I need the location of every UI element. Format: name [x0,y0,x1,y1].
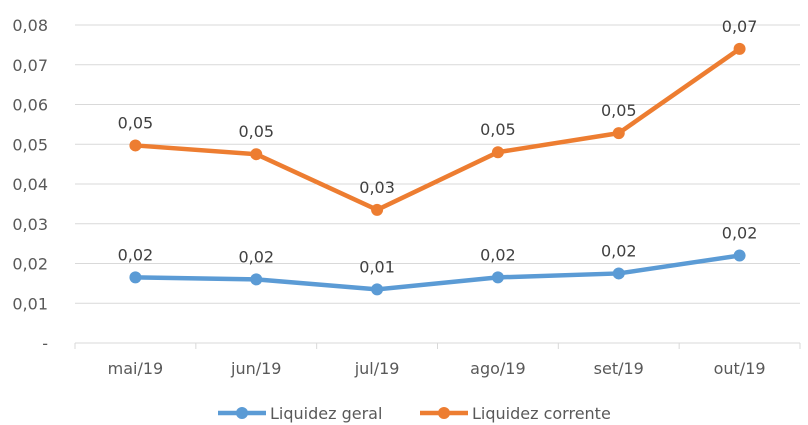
data-point [250,148,263,161]
data-label: 0,02 [601,241,637,260]
legend-label: Liquidez geral [270,404,382,423]
x-tick-label: set/19 [594,359,644,378]
series-liquidez-geral: 0,02 0,02 0,01 0,02 0,02 0,02 [118,224,758,296]
legend-label: Liquidez corrente [472,404,611,423]
data-label: 0,02 [238,247,274,266]
data-label: 0,01 [359,257,395,276]
series-layer: 0,02 0,020,010,02 0,020,020,05 0,050,030,05… [118,17,758,296]
data-label: 0,05 [480,120,516,139]
x-axis: mai/19 jun/19 jul/19 ago/19 set/19 out/19 [74,342,801,378]
series-liquidez-corrente: 0,05 0,05 0,03 0,05 0,05 0,07 [118,17,758,216]
y-tick-label: 0,05 [12,135,48,154]
data-point [733,42,746,55]
y-axis: - 0,01 0,02 0,03 0,04 0,05 0,06 0,07 0,08 [12,16,48,353]
y-tick-label: - [42,334,48,353]
data-label: 0,02 [480,245,516,264]
series-line [133,253,742,292]
data-point [371,283,384,296]
data-point [491,271,504,284]
data-label: 0,05 [118,113,154,132]
x-tick-label: mai/19 [108,359,164,378]
data-label: 0,02 [722,224,758,243]
legend-swatch-marker [236,407,248,419]
x-tick-label: jul/19 [354,359,400,378]
data-point [733,249,746,262]
data-point [129,139,142,152]
legend-item: Liquidez corrente [420,404,611,423]
y-tick-label: 0,07 [12,56,48,75]
y-tick-label: 0,01 [12,294,48,313]
data-label: 0,05 [601,101,637,120]
x-tick-label: jun/19 [230,359,281,378]
data-point [371,203,384,216]
data-point [491,146,504,159]
legend-swatch-marker [438,407,450,419]
data-label: 0,07 [722,17,758,36]
data-label: 0,05 [238,122,274,141]
data-point [612,127,625,140]
y-tick-label: 0,04 [12,175,48,194]
x-tick-label: out/19 [714,359,766,378]
y-tick-label: 0,06 [12,96,48,115]
data-label: 0,03 [359,178,395,197]
x-tick-label: ago/19 [470,359,526,378]
y-tick-label: 0,08 [12,16,48,35]
gridlines [75,24,800,304]
data-point [129,271,142,284]
series-line [133,46,742,213]
legend: Liquidez geral Liquidez corrente [218,404,611,423]
legend-item: Liquidez geral [218,404,382,423]
data-point [250,273,263,286]
data-label: 0,02 [118,245,154,264]
y-tick-label: 0,02 [12,255,48,274]
data-point [612,267,625,280]
y-tick-label: 0,03 [12,215,48,234]
